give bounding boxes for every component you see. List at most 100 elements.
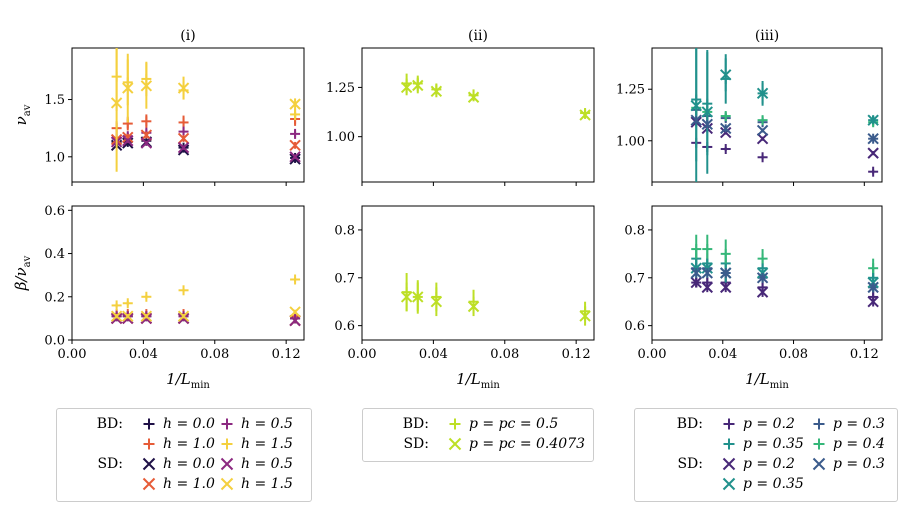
legend-marker (719, 413, 739, 435)
legend-marker (719, 433, 739, 455)
series-sd (110, 312, 301, 327)
plus-marker-icon (221, 418, 233, 430)
data-point (691, 244, 702, 255)
axes-frame (361, 205, 595, 341)
legend-marker (809, 413, 829, 435)
series-bd (401, 273, 591, 321)
cross-marker-icon (812, 457, 826, 471)
data-point (467, 91, 480, 103)
data-point (140, 137, 153, 149)
y-tick-label: 0.6 (624, 319, 645, 334)
series-bd (691, 263, 879, 293)
series-sd (690, 48, 879, 182)
plus-marker-icon (143, 418, 155, 430)
data-point (400, 81, 413, 94)
series-bd (691, 103, 879, 144)
x-tick-label: 0.12 (850, 347, 879, 362)
axes-frame (651, 205, 883, 341)
data-point (177, 82, 190, 94)
data-point (757, 253, 768, 264)
data-point (867, 147, 879, 159)
data-point (122, 298, 133, 309)
series-sd (400, 77, 591, 121)
cross-marker-icon (142, 477, 156, 491)
x-tick-label: 0.08 (200, 347, 229, 362)
x-tick-label: 0.12 (272, 347, 301, 362)
axes-frame (71, 205, 305, 341)
data-point (690, 100, 702, 112)
data-point (122, 135, 134, 147)
legend-entry-label: p = pc = 0.4073 (469, 436, 586, 452)
data-point (140, 80, 153, 92)
data-point (579, 310, 591, 322)
series-bd (691, 277, 879, 302)
legend-entry-label: p = 0.35 (743, 436, 804, 452)
data-point (430, 296, 443, 308)
series-sd (110, 136, 301, 165)
legend-header: BD: (402, 416, 429, 432)
x-tick-label: 0.12 (562, 347, 591, 362)
legend-marker (809, 433, 829, 455)
y-tick-label: 1.5 (44, 93, 65, 108)
x-tick-label: 0.08 (490, 347, 519, 362)
data-point (289, 151, 301, 163)
data-point (720, 122, 732, 135)
data-point (289, 314, 301, 327)
data-point (756, 272, 769, 284)
data-point (702, 244, 713, 255)
data-point (177, 310, 190, 322)
data-point (757, 115, 768, 126)
panel-title: (ii) (468, 28, 488, 44)
data-point (701, 267, 713, 279)
panel-title: (iii) (755, 28, 779, 44)
data-point (412, 291, 424, 303)
plus-marker-icon (449, 418, 461, 430)
data-point (756, 87, 769, 100)
plus-marker-icon (221, 438, 233, 450)
series-bd (111, 135, 301, 163)
data-point (690, 267, 702, 279)
data-point (430, 85, 443, 98)
legend-entry-label: h = 1.5 (241, 476, 293, 492)
data-point (178, 285, 189, 296)
legend-entry-label: p = 0.3 (833, 416, 885, 432)
legend-header: BD: (96, 416, 123, 432)
x-axis-label: 1/Lmin (166, 370, 210, 391)
series-bd (111, 309, 301, 322)
y-tick-label: 0.7 (624, 271, 645, 286)
legend-marker (445, 433, 465, 455)
series-bd (111, 112, 301, 136)
data-point (867, 296, 879, 308)
legend-entry-label: h = 0.0 (163, 456, 215, 472)
legend-marker (719, 453, 739, 475)
data-point (140, 310, 153, 322)
legend-entry-label: p = 0.35 (743, 476, 804, 492)
data-point (400, 291, 413, 303)
data-point (756, 124, 769, 137)
axes-frame (71, 47, 305, 183)
data-point (720, 248, 731, 259)
data-point (177, 132, 190, 145)
legend-entry-label: h = 1.0 (163, 476, 215, 492)
data-point (290, 128, 301, 139)
data-point (720, 281, 732, 294)
panel-1: (i) 1.0 1.5 νav (12, 28, 305, 186)
x-axis-label: 1/Lmin (745, 370, 789, 391)
legend-marker (217, 453, 237, 475)
y-tick-label: 0.2 (44, 290, 65, 305)
legend-header: SD: (97, 456, 123, 472)
series-sd (690, 258, 879, 293)
x-tick-label: 0.04 (129, 347, 158, 362)
data-point (290, 109, 301, 120)
x-tick-label: 0.00 (638, 347, 667, 362)
plus-marker-icon (813, 438, 825, 450)
data-point (110, 97, 123, 109)
x-tick-label: 0.00 (348, 347, 377, 362)
y-tick-label: 1.00 (326, 130, 355, 145)
y-tick-label: 1.0 (44, 150, 65, 165)
series-sd (110, 306, 301, 322)
y-tick-label: 1.25 (326, 81, 355, 96)
plus-marker-icon (723, 438, 735, 450)
y-tick-label: 0.6 (334, 319, 355, 334)
